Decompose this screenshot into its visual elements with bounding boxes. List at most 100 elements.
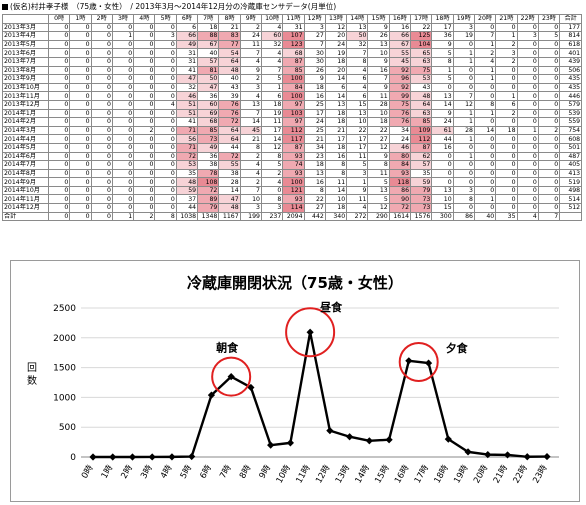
value-cell: 0 [133,177,156,187]
value-cell: 77 [218,39,241,50]
y-tick-label: 2000 [53,334,76,344]
value-cell: 36 [197,151,220,162]
table-row: 2014年4月 0 0 0 0 0 0 56 73 64 21 14 117 21 17 17 27 24 112 4… [2,134,583,144]
value-cell: 9 [367,82,390,93]
table-row: 2014年7月 0 0 0 0 0 0 53 38 55 4 5 74 18 8 5 8 84 57 0 0 0 0 0 0 40… [2,160,583,170]
value-cell: 55 [388,48,412,58]
x-tick-label: 9時 [258,463,274,480]
value-cell: 2 [495,39,518,50]
value-cell: 117 [282,134,305,144]
value-cell: 0 [133,39,156,50]
value-cell: 0 [133,65,156,76]
x-tick-label: 5時 [179,463,195,480]
value-cell: 103 [282,108,305,119]
value-cell: 2 [239,22,262,33]
value-cell: 13 [346,108,369,119]
column-header: 20時 [473,14,497,24]
value-cell: 0 [90,65,113,76]
value-cell: 24 [239,31,262,41]
value-cell: 13 [367,185,390,196]
value-cell: 34 [303,142,326,153]
value-cell: 8 [324,160,348,170]
total-value-cell: 1167 [218,211,241,222]
total-value-cell: 1348 [197,211,220,222]
value-cell: 84 [282,82,305,93]
value-cell: 3 [452,22,475,33]
month-cell: 2013年10月 [2,82,49,93]
total-value-cell: 300 [431,211,454,222]
value-cell: 55 [218,160,241,170]
value-cell: 0 [90,142,113,153]
row-total-cell: 618 [559,39,583,50]
value-cell: 40 [197,48,220,58]
row-total-cell: 501 [559,142,583,153]
value-cell: 25 [303,125,326,136]
data-point [464,448,472,456]
value-cell: 112 [282,125,305,136]
value-cell: 0 [516,194,539,205]
value-cell: 2 [260,168,284,179]
x-tick-label: 13時 [334,463,353,485]
value-cell: 4 [473,56,497,67]
value-cell: 12 [367,142,390,153]
value-cell: 0 [47,134,71,144]
value-cell: 0 [537,74,561,84]
value-cell: 47 [175,74,199,84]
value-cell: 1 [346,177,369,187]
value-cell: 31 [175,56,199,67]
value-cell: 0 [495,117,518,127]
value-cell: 22 [346,125,369,136]
value-cell: 0 [47,39,71,50]
total-value-cell: 272 [346,211,369,222]
data-point [346,433,354,441]
value-cell: 12 [324,22,348,33]
value-cell: 0 [111,91,135,101]
value-cell: 125 [410,31,433,41]
value-cell: 3 [303,22,326,33]
value-cell: 10 [367,48,390,58]
month-cell: 2014年7月 [2,160,49,170]
value-cell: 17 [324,134,348,144]
value-cell: 12 [260,142,284,153]
value-cell: 4 [260,48,284,58]
value-cell: 24 [324,39,348,50]
value-cell: 14 [324,91,348,101]
value-cell: 76 [218,108,241,119]
table-row: 2013年8月 0 0 0 0 0 0 41 81 48 9 7 85 26 20 4 16 92 75 1 0 1 0 0 0… [2,65,583,76]
value-cell: 0 [69,203,92,213]
value-cell: 0 [516,22,539,33]
row-total-cell: 401 [559,48,583,58]
column-header: 合計 [559,14,583,24]
value-cell: 93 [282,151,305,162]
value-cell: 0 [516,151,539,162]
annotation-label: 昼食 [319,300,343,314]
value-cell: 1 [260,82,284,93]
total-value-cell: 35 [495,211,518,222]
value-cell: 9 [367,151,390,162]
value-cell: 0 [90,185,113,196]
value-cell: 28 [452,125,475,136]
value-cell: 63 [410,108,433,119]
value-cell: 17 [346,142,369,153]
value-cell: 8 [239,142,262,153]
value-cell: 0 [431,151,454,162]
value-cell: 5 [431,48,454,58]
value-cell: 13 [324,99,348,110]
value-cell: 0 [516,56,539,67]
value-cell: 67 [388,39,412,50]
column-header: 4時 [133,14,156,24]
value-cell: 1 [495,31,518,41]
value-cell: 86 [388,185,412,196]
row-total-cell: 446 [559,91,583,101]
value-cell: 7 [473,31,497,41]
value-cell: 4 [346,82,369,93]
total-value-cell: 1576 [410,211,433,222]
data-point [306,328,314,336]
value-cell: 14 [473,125,497,136]
value-cell: 13 [431,185,454,196]
value-cell: 0 [111,108,135,119]
value-cell: 1 [495,91,518,101]
annotation-circle [285,307,336,358]
month-cell: 2014年3月 [2,125,49,136]
value-cell: 2 [537,125,561,136]
